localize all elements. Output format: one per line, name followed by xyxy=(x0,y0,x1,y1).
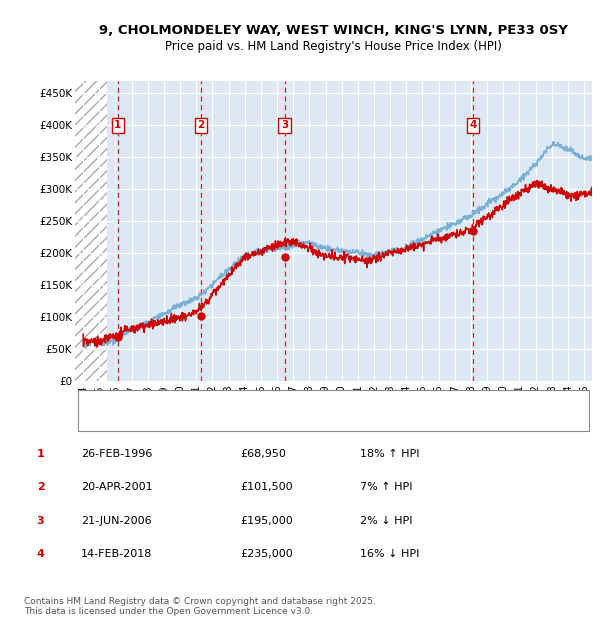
Text: 7% ↑ HPI: 7% ↑ HPI xyxy=(360,482,413,492)
Text: 1: 1 xyxy=(37,449,44,459)
Text: 3: 3 xyxy=(37,516,44,526)
Text: This data is licensed under the Open Government Licence v3.0.: This data is licensed under the Open Gov… xyxy=(24,607,313,616)
Text: 16% ↓ HPI: 16% ↓ HPI xyxy=(360,549,419,559)
Text: 9, CHOLMONDELEY WAY, WEST WINCH, KING'S LYNN, PE33 0SY: 9, CHOLMONDELEY WAY, WEST WINCH, KING'S … xyxy=(98,24,568,37)
Text: £101,500: £101,500 xyxy=(240,482,293,492)
Text: 2% ↓ HPI: 2% ↓ HPI xyxy=(360,516,413,526)
Text: 2: 2 xyxy=(37,482,44,492)
Text: 20-APR-2001: 20-APR-2001 xyxy=(81,482,152,492)
Text: £195,000: £195,000 xyxy=(240,516,293,526)
Text: £235,000: £235,000 xyxy=(240,549,293,559)
Text: 21-JUN-2006: 21-JUN-2006 xyxy=(81,516,152,526)
FancyBboxPatch shape xyxy=(77,391,589,430)
Text: 14-FEB-2018: 14-FEB-2018 xyxy=(81,549,152,559)
Text: 3: 3 xyxy=(281,120,288,130)
Text: 2: 2 xyxy=(197,120,205,130)
Text: 1: 1 xyxy=(114,120,121,130)
Text: 18% ↑ HPI: 18% ↑ HPI xyxy=(360,449,419,459)
Text: 9, CHOLMONDELEY WAY, WEST WINCH, KING'S LYNN, PE33 0SY (detached house): 9, CHOLMONDELEY WAY, WEST WINCH, KING'S … xyxy=(114,394,518,404)
Text: Contains HM Land Registry data © Crown copyright and database right 2025.: Contains HM Land Registry data © Crown c… xyxy=(24,597,376,606)
Text: Price paid vs. HM Land Registry's House Price Index (HPI): Price paid vs. HM Land Registry's House … xyxy=(164,40,502,53)
Text: HPI: Average price, detached house, King's Lynn and West Norfolk: HPI: Average price, detached house, King… xyxy=(114,415,443,425)
Text: 26-FEB-1996: 26-FEB-1996 xyxy=(81,449,152,459)
Text: 4: 4 xyxy=(37,549,44,559)
Text: 4: 4 xyxy=(469,120,476,130)
Text: £68,950: £68,950 xyxy=(240,449,286,459)
